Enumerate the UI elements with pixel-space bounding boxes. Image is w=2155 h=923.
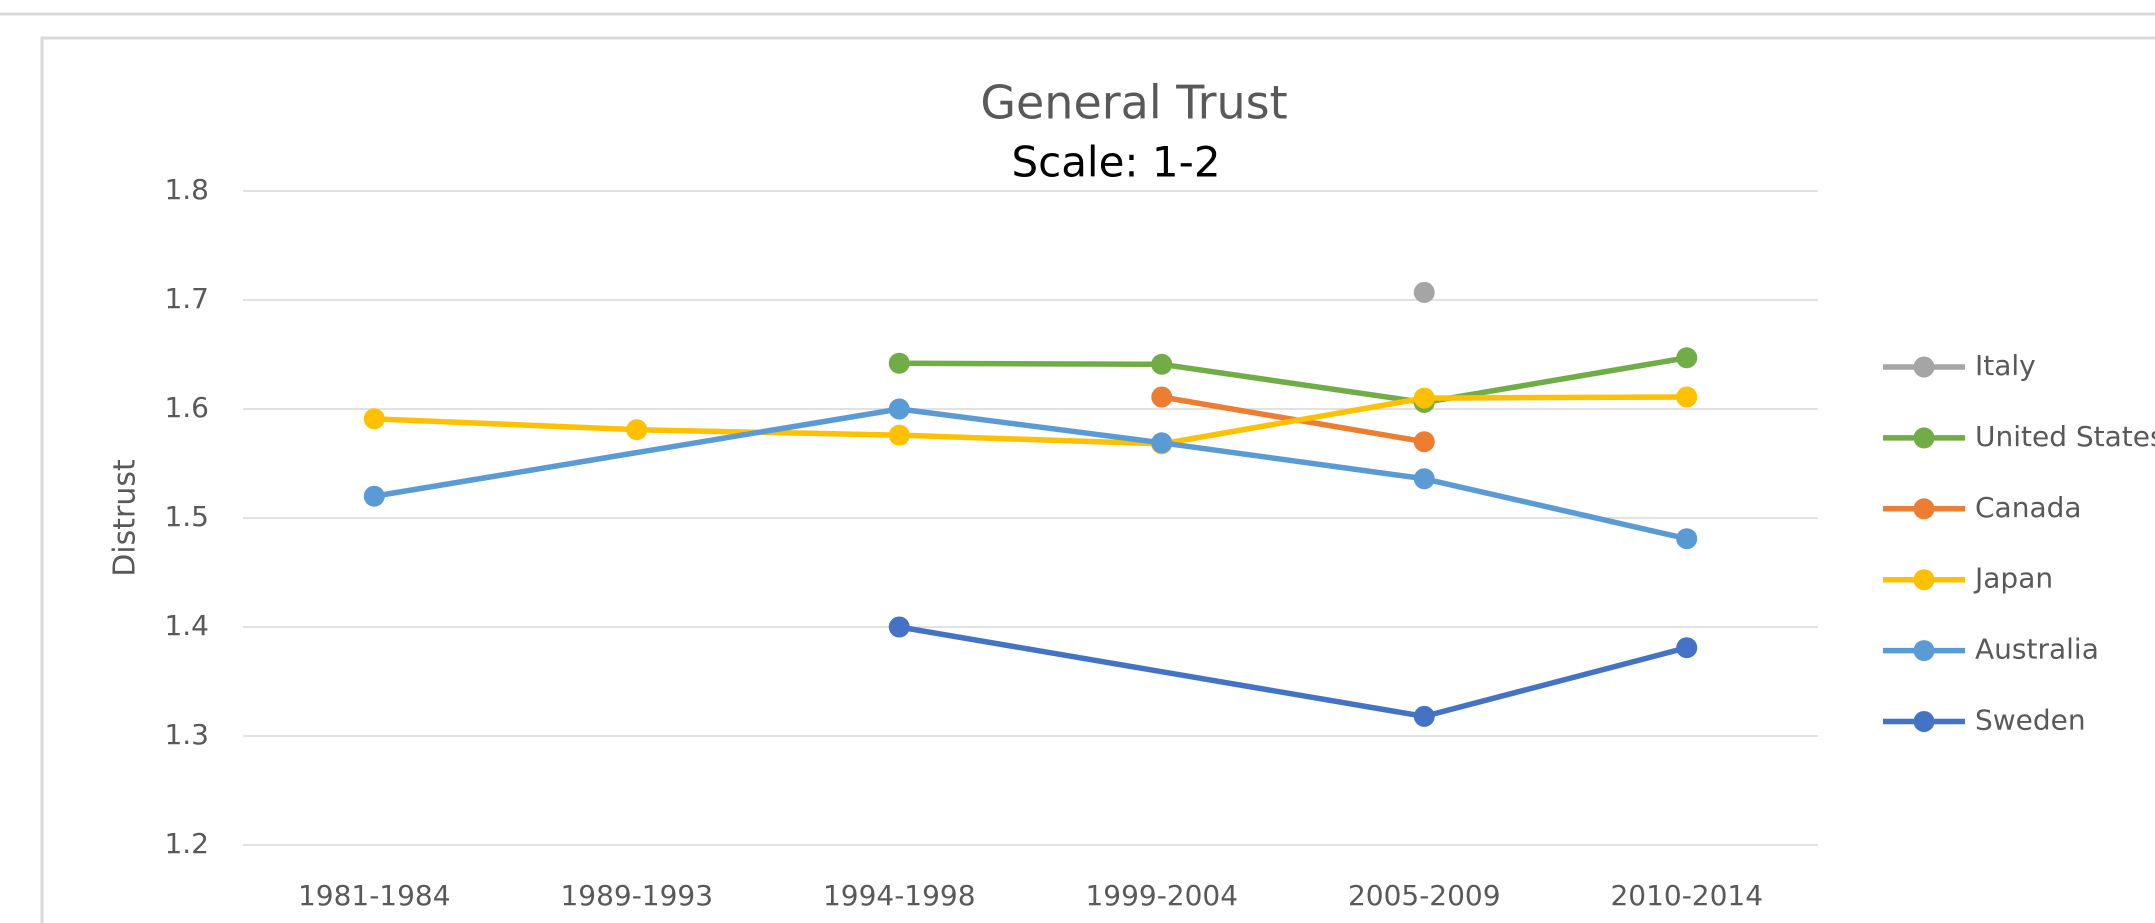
- y-tick-label: 1.6: [164, 391, 209, 424]
- data-point: [888, 398, 910, 420]
- series-line: [374, 394, 1687, 447]
- legend-marker: [1913, 427, 1935, 449]
- data-point: [888, 616, 910, 638]
- x-tick-label: 2005-2009: [1348, 879, 1501, 912]
- data-point: [1151, 353, 1173, 375]
- y-tick-label: 1.8: [164, 173, 209, 206]
- y-tick-label: 1.5: [164, 500, 209, 533]
- data-point: [888, 424, 910, 446]
- y-tick-label: 1.4: [164, 609, 209, 642]
- data-point: [888, 352, 910, 374]
- x-tick-label: 1994-1998: [823, 879, 976, 912]
- x-tick-label: 1989-1993: [560, 879, 713, 912]
- data-point: [363, 408, 385, 430]
- legend-marker: [1913, 640, 1935, 662]
- data-point: [1676, 347, 1698, 369]
- x-tick-label: 1999-2004: [1085, 879, 1238, 912]
- series-line: [899, 355, 1688, 406]
- data-point: [626, 419, 648, 441]
- legend-label: Italy: [1975, 349, 2036, 382]
- legend-marker: [1913, 498, 1935, 520]
- data-point: [1676, 528, 1698, 550]
- data-point: [1413, 705, 1435, 727]
- chart-panel: [40, 36, 2155, 923]
- data-point: [1413, 468, 1435, 490]
- y-axis-label: Distrust: [108, 459, 143, 577]
- data-point: [363, 485, 385, 507]
- chart-title: General Trust: [980, 76, 1287, 130]
- y-tick-label: 1.7: [164, 282, 209, 315]
- legend-marker: [1913, 356, 1935, 378]
- top-panel: [0, 12, 2155, 16]
- legend-label: Canada: [1975, 491, 2082, 524]
- legend-label: Sweden: [1975, 704, 2086, 737]
- data-point: [1676, 637, 1698, 659]
- y-tick-label: 1.3: [164, 718, 209, 751]
- legend-marker: [1913, 711, 1935, 732]
- data-point: [1151, 386, 1173, 408]
- legend-label: Japan: [1973, 562, 2053, 595]
- x-tick-label: 2010-2014: [1610, 879, 1763, 912]
- x-tick-label: 1981-1984: [298, 879, 451, 912]
- legend-label: Australia: [1975, 633, 2099, 666]
- legend-marker: [1913, 569, 1935, 591]
- y-tick-label: 1.2: [164, 827, 209, 860]
- legend-label: United States: [1975, 420, 2155, 453]
- chart-subtitle: Scale: 1-2: [1011, 138, 1220, 187]
- data-point: [1151, 432, 1173, 454]
- data-point: [1413, 431, 1435, 453]
- data-point: [1676, 386, 1698, 408]
- data-point: [1413, 387, 1435, 409]
- data-point: [1413, 281, 1435, 303]
